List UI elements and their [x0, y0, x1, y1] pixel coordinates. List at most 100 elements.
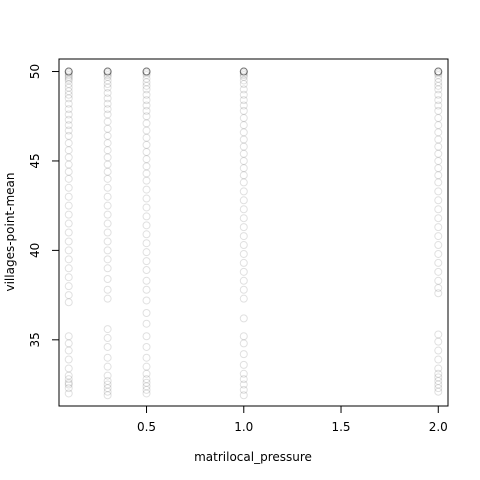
data-point: [65, 147, 72, 154]
data-point: [65, 274, 72, 281]
data-point: [143, 127, 150, 134]
data-point: [435, 242, 442, 249]
data-point: [435, 233, 442, 240]
data-point: [240, 206, 247, 213]
data-point: [435, 179, 442, 186]
data-point: [65, 132, 72, 139]
data-point: [143, 240, 150, 247]
data-point: [65, 247, 72, 254]
x-axis-label: matrilocal_pressure: [194, 450, 312, 464]
data-point: [435, 157, 442, 164]
data-point: [435, 150, 442, 157]
data-point: [240, 392, 247, 399]
data-point: [104, 335, 111, 342]
data-point: [143, 195, 150, 202]
data-point: [143, 163, 150, 170]
data-point: [104, 286, 111, 293]
data-point: [143, 141, 150, 148]
data-point: [240, 361, 247, 368]
x-axis: 0.5 1.0 1.5 2.0: [137, 406, 448, 434]
data-point: [435, 206, 442, 213]
data-point: [143, 113, 150, 120]
data-point: [65, 193, 72, 200]
data-point: [240, 250, 247, 257]
data-point: [104, 326, 111, 333]
data-point: [435, 136, 442, 143]
data-point: [104, 247, 111, 254]
data-point: [435, 356, 442, 363]
data-point: [143, 286, 150, 293]
data-point: [143, 204, 150, 211]
data-point: [65, 256, 72, 263]
data-point: [143, 297, 150, 304]
data-point: [143, 258, 150, 265]
data-point: [104, 211, 111, 218]
data-point: [104, 140, 111, 147]
data-point: [65, 265, 72, 272]
data-point: [104, 343, 111, 350]
data-point: [240, 115, 247, 122]
data-point: [240, 259, 247, 266]
data-point: [104, 125, 111, 132]
data-point: [65, 161, 72, 168]
data-point: [65, 390, 72, 397]
plot-frame: [59, 59, 448, 406]
x-tick-label: 0.5: [137, 420, 156, 434]
data-point: [240, 233, 247, 240]
data-point: [104, 161, 111, 168]
data-point: [143, 320, 150, 327]
data-point: [65, 211, 72, 218]
data-point: [104, 238, 111, 245]
data-point: [240, 188, 247, 195]
data-point: [65, 340, 72, 347]
data-point: [435, 347, 442, 354]
data-point: [240, 150, 247, 157]
data-point: [240, 351, 247, 358]
data-point: [143, 333, 150, 340]
data-point: [435, 268, 442, 275]
data-point: [143, 277, 150, 284]
data-point: [65, 299, 72, 306]
data-point: [240, 315, 247, 322]
data-point: [435, 197, 442, 204]
y-axis: 35 40 45 50: [28, 64, 59, 348]
data-point: [240, 143, 247, 150]
data-point: [435, 224, 442, 231]
data-point: [240, 268, 247, 275]
data-point: [240, 172, 247, 179]
data-point: [435, 250, 442, 257]
data-point: [435, 143, 442, 150]
data-point: [240, 242, 247, 249]
data-point: [65, 283, 72, 290]
data-point: [104, 202, 111, 209]
data-point: [104, 295, 111, 302]
data-point: [435, 165, 442, 172]
data-point: [143, 213, 150, 220]
y-tick-label: 50: [28, 64, 42, 79]
data-point: [143, 309, 150, 316]
data-point: [65, 168, 72, 175]
data-point: [143, 156, 150, 163]
data-point: [65, 175, 72, 182]
data-point: [435, 122, 442, 129]
data-point: [435, 331, 442, 338]
data-point: [104, 276, 111, 283]
x-tick-label: 1.0: [234, 420, 253, 434]
data-point: [65, 229, 72, 236]
data-point: [240, 286, 247, 293]
data-point: [65, 184, 72, 191]
data-point: [435, 277, 442, 284]
data-point: [104, 354, 111, 361]
data-point: [143, 354, 150, 361]
data-point: [143, 177, 150, 184]
data-point: [240, 197, 247, 204]
data-point: [240, 129, 247, 136]
data-point: [435, 188, 442, 195]
data-point: [104, 256, 111, 263]
data-point: [65, 356, 72, 363]
x-tick-label: 1.5: [331, 420, 350, 434]
y-tick-label: 45: [28, 153, 42, 168]
data-point: [143, 363, 150, 370]
y-tick-label: 35: [28, 332, 42, 347]
